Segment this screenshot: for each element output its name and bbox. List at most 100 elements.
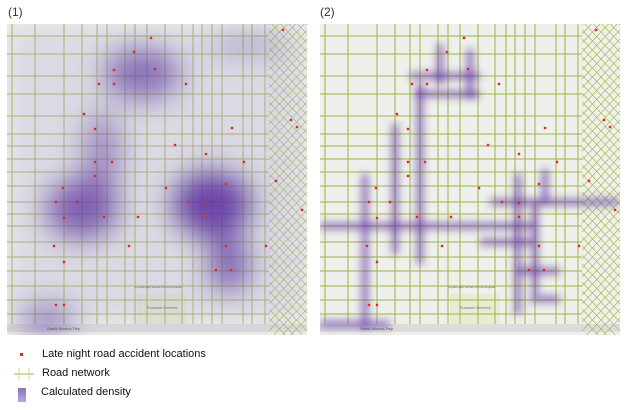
accident-point[interactable]	[112, 82, 116, 86]
accident-point[interactable]	[613, 208, 617, 212]
accident-point[interactable]	[486, 143, 490, 147]
accident-point[interactable]	[423, 160, 427, 164]
accident-point[interactable]	[367, 303, 371, 307]
accident-point[interactable]	[537, 182, 541, 186]
accident-point[interactable]	[406, 174, 410, 178]
accident-point[interactable]	[449, 215, 453, 219]
accident-point[interactable]	[61, 186, 65, 190]
density-map-network[interactable]: Santa Monica Fwy Rosedale Cemetery Loyola …	[320, 24, 620, 335]
accident-point[interactable]	[54, 303, 58, 307]
density-hotspot	[207, 234, 251, 294]
accident-point[interactable]	[62, 260, 66, 264]
accident-point[interactable]	[224, 244, 228, 248]
accident-point[interactable]	[281, 28, 285, 32]
accident-point[interactable]	[477, 186, 481, 190]
freeway	[320, 324, 620, 332]
accident-point[interactable]	[608, 125, 612, 129]
accident-point[interactable]	[425, 82, 429, 86]
accident-point[interactable]	[289, 118, 293, 122]
accident-point[interactable]	[127, 244, 131, 248]
accident-point[interactable]	[224, 182, 228, 186]
accident-point[interactable]	[406, 127, 410, 131]
accident-point[interactable]	[82, 112, 86, 116]
accident-point[interactable]	[577, 244, 581, 248]
accident-point[interactable]	[62, 216, 66, 220]
accident-point[interactable]	[594, 28, 598, 32]
accident-point[interactable]	[229, 268, 233, 272]
density-hotspot	[170, 169, 254, 239]
accident-point[interactable]	[75, 200, 79, 204]
road	[581, 308, 608, 335]
accident-point[interactable]	[587, 179, 591, 183]
accident-point[interactable]	[517, 215, 521, 219]
density-hotspot	[82, 109, 122, 199]
accident-point[interactable]	[204, 215, 208, 219]
accident-point[interactable]	[54, 200, 58, 204]
accident-point[interactable]	[110, 160, 114, 164]
accident-point[interactable]	[149, 36, 153, 40]
accident-point[interactable]	[415, 215, 419, 219]
accident-point[interactable]	[295, 125, 299, 129]
accident-point[interactable]	[300, 208, 304, 212]
road	[603, 317, 620, 335]
accident-point[interactable]	[425, 68, 429, 72]
accident-point[interactable]	[264, 244, 268, 248]
accident-point[interactable]	[204, 152, 208, 156]
road	[581, 317, 599, 335]
accident-point[interactable]	[184, 82, 188, 86]
accident-point[interactable]	[164, 186, 168, 190]
accident-point[interactable]	[204, 201, 208, 205]
accident-point[interactable]	[517, 152, 521, 156]
density-map-kernel[interactable]: Santa Monica Fwy Rosedale Cemetery Loyola …	[7, 24, 307, 335]
accident-point[interactable]	[462, 36, 466, 40]
accident-point[interactable]	[445, 50, 449, 54]
density-swatch-icon	[18, 388, 26, 402]
accident-point[interactable]	[374, 186, 378, 190]
accident-point[interactable]	[214, 268, 218, 272]
accident-point[interactable]	[375, 303, 379, 307]
road	[581, 299, 616, 335]
accident-point[interactable]	[517, 201, 521, 205]
accident-point[interactable]	[367, 200, 371, 204]
accident-point[interactable]	[173, 143, 177, 147]
accident-point[interactable]	[230, 126, 234, 130]
accident-point[interactable]	[527, 268, 531, 272]
accident-point[interactable]	[52, 244, 56, 248]
road	[290, 317, 307, 335]
legend-label: Calculated density	[41, 386, 131, 398]
panel-2-label: (2)	[320, 5, 335, 19]
accident-point[interactable]	[274, 179, 278, 183]
accident-point[interactable]	[93, 160, 97, 164]
accident-point[interactable]	[395, 112, 399, 116]
accident-point[interactable]	[375, 216, 379, 220]
map-canvas[interactable]: Santa Monica Fwy Rosedale Cemetery Loyola …	[320, 24, 620, 335]
accident-point[interactable]	[406, 160, 410, 164]
accident-point[interactable]	[93, 174, 97, 178]
accident-point[interactable]	[136, 215, 140, 219]
accident-point[interactable]	[112, 68, 116, 72]
map-canvas[interactable]: Santa Monica Fwy Rosedale Cemetery Loyola …	[7, 24, 307, 335]
accident-point[interactable]	[153, 67, 157, 71]
accident-point[interactable]	[410, 82, 414, 86]
accident-point[interactable]	[497, 82, 501, 86]
accident-point[interactable]	[97, 82, 101, 86]
accident-point[interactable]	[537, 244, 541, 248]
accident-point[interactable]	[62, 303, 66, 307]
accident-point[interactable]	[555, 160, 559, 164]
accident-point[interactable]	[242, 160, 246, 164]
accident-point[interactable]	[542, 268, 546, 272]
school-label: Loyola High School Of Los Angeles	[448, 285, 496, 289]
accident-point[interactable]	[187, 200, 191, 204]
accident-point[interactable]	[132, 50, 136, 54]
road-network-icon	[14, 368, 34, 380]
accident-point[interactable]	[102, 215, 106, 219]
accident-point[interactable]	[500, 200, 504, 204]
accident-point[interactable]	[93, 127, 97, 131]
accident-point[interactable]	[375, 260, 379, 264]
accident-point[interactable]	[466, 67, 470, 71]
accident-point[interactable]	[543, 126, 547, 130]
accident-point[interactable]	[388, 200, 392, 204]
accident-point[interactable]	[440, 244, 444, 248]
accident-point[interactable]	[365, 244, 369, 248]
accident-point[interactable]	[602, 118, 606, 122]
